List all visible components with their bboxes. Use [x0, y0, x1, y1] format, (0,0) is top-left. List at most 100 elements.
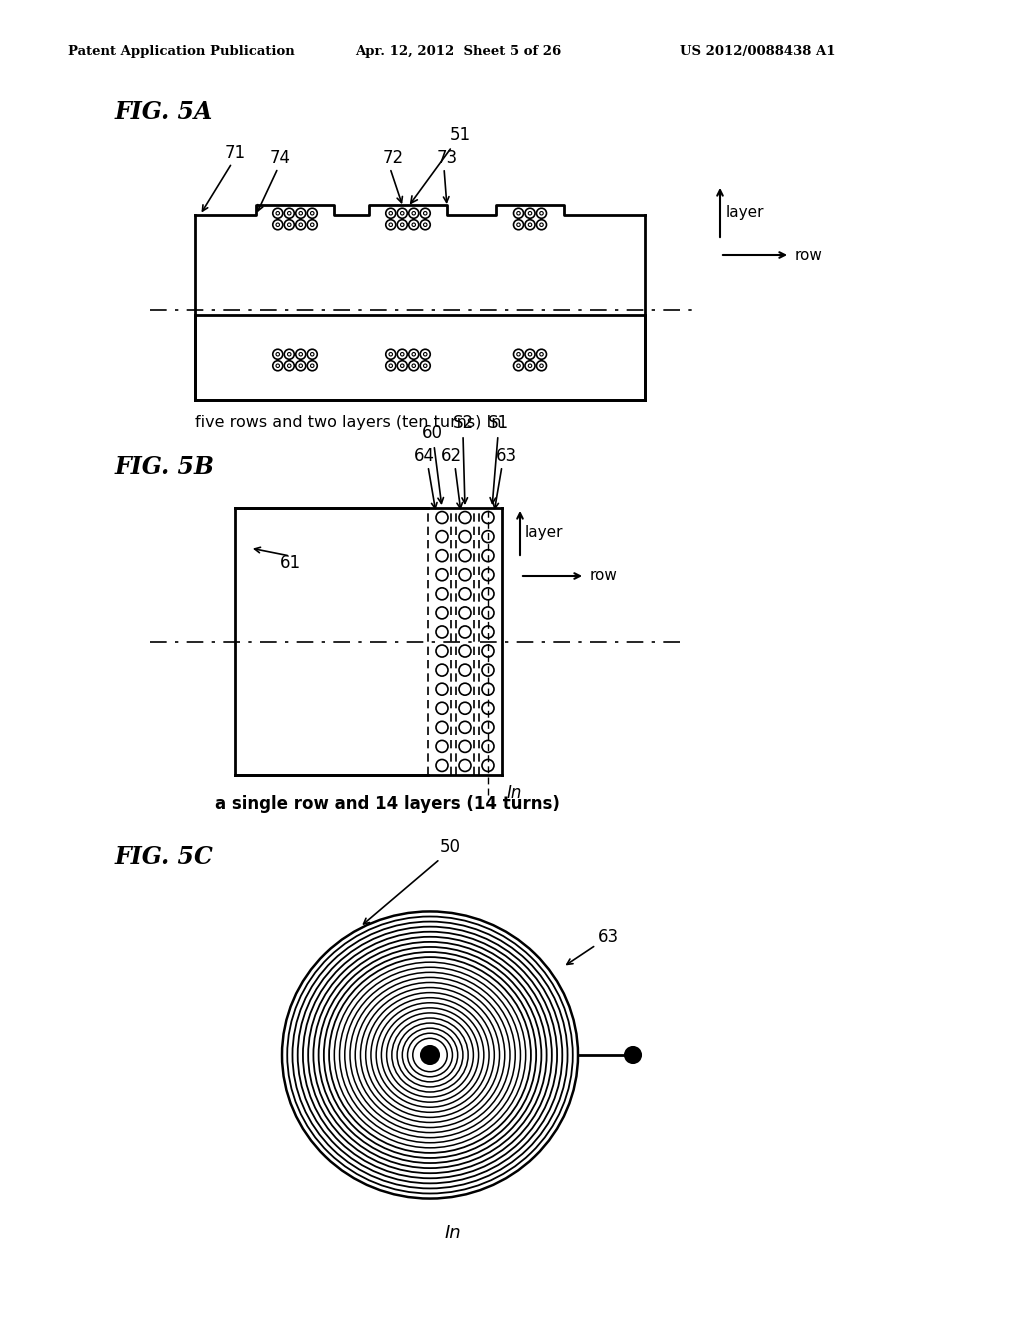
Circle shape [296, 350, 306, 359]
Text: 62: 62 [440, 447, 462, 465]
Circle shape [296, 219, 306, 230]
Circle shape [400, 223, 404, 227]
Circle shape [540, 223, 544, 227]
Circle shape [409, 209, 419, 218]
Circle shape [436, 531, 449, 543]
Circle shape [420, 350, 430, 359]
Circle shape [482, 702, 494, 714]
Circle shape [459, 721, 471, 734]
Circle shape [537, 219, 547, 230]
Circle shape [517, 211, 520, 215]
Text: Apr. 12, 2012  Sheet 5 of 26: Apr. 12, 2012 Sheet 5 of 26 [355, 45, 561, 58]
Circle shape [276, 211, 280, 215]
Circle shape [420, 209, 430, 218]
Circle shape [288, 211, 291, 215]
Circle shape [285, 219, 294, 230]
Circle shape [400, 211, 404, 215]
Text: S1: S1 [487, 414, 509, 432]
Circle shape [459, 626, 471, 638]
Circle shape [386, 360, 395, 371]
Circle shape [513, 219, 523, 230]
Circle shape [288, 364, 291, 367]
Circle shape [537, 360, 547, 371]
Circle shape [482, 512, 494, 524]
Circle shape [389, 352, 392, 356]
Circle shape [459, 549, 471, 562]
Text: a single row and 14 layers (14 turns): a single row and 14 layers (14 turns) [215, 795, 560, 813]
Circle shape [482, 531, 494, 543]
Text: row: row [590, 569, 617, 583]
Text: In: In [507, 784, 522, 803]
Circle shape [436, 721, 449, 734]
Circle shape [537, 209, 547, 218]
Circle shape [482, 759, 494, 771]
Circle shape [482, 607, 494, 619]
Circle shape [386, 219, 395, 230]
Circle shape [272, 360, 283, 371]
Text: In: In [445, 1224, 462, 1242]
Text: 72: 72 [383, 149, 404, 168]
Circle shape [420, 219, 430, 230]
Circle shape [299, 364, 302, 367]
Circle shape [459, 702, 471, 714]
Text: 60: 60 [422, 424, 442, 442]
Circle shape [272, 350, 283, 359]
Circle shape [389, 211, 392, 215]
Circle shape [400, 364, 404, 367]
Circle shape [285, 209, 294, 218]
Circle shape [482, 721, 494, 734]
Circle shape [459, 759, 471, 771]
Circle shape [528, 211, 531, 215]
Text: FIG. 5A: FIG. 5A [115, 100, 213, 124]
Circle shape [436, 702, 449, 714]
Circle shape [307, 219, 317, 230]
Circle shape [436, 626, 449, 638]
Circle shape [436, 741, 449, 752]
Circle shape [436, 549, 449, 562]
Circle shape [310, 223, 314, 227]
Text: 51: 51 [411, 125, 471, 203]
Circle shape [436, 569, 449, 581]
Circle shape [397, 209, 408, 218]
Circle shape [400, 352, 404, 356]
Circle shape [537, 350, 547, 359]
Circle shape [424, 223, 427, 227]
Circle shape [412, 223, 416, 227]
Circle shape [276, 364, 280, 367]
Circle shape [412, 364, 416, 367]
Text: 64: 64 [414, 447, 434, 465]
Circle shape [288, 223, 291, 227]
Text: 63: 63 [496, 447, 516, 465]
Circle shape [459, 645, 471, 657]
Circle shape [299, 211, 302, 215]
Circle shape [482, 684, 494, 696]
Circle shape [459, 569, 471, 581]
Circle shape [528, 223, 531, 227]
Circle shape [482, 645, 494, 657]
Circle shape [436, 759, 449, 771]
Circle shape [436, 664, 449, 676]
Text: US 2012/0088438 A1: US 2012/0088438 A1 [680, 45, 836, 58]
Circle shape [409, 350, 419, 359]
Circle shape [386, 209, 395, 218]
Circle shape [459, 664, 471, 676]
Circle shape [540, 352, 544, 356]
Text: 73: 73 [437, 149, 458, 168]
Circle shape [513, 350, 523, 359]
Circle shape [482, 664, 494, 676]
Circle shape [517, 352, 520, 356]
Circle shape [299, 352, 302, 356]
Circle shape [310, 364, 314, 367]
Circle shape [307, 209, 317, 218]
Circle shape [389, 223, 392, 227]
Text: 74: 74 [270, 149, 291, 168]
Circle shape [459, 741, 471, 752]
Text: 63: 63 [598, 928, 620, 946]
Circle shape [540, 211, 544, 215]
Text: layer: layer [525, 525, 563, 540]
Circle shape [525, 360, 535, 371]
Circle shape [296, 360, 306, 371]
Circle shape [307, 350, 317, 359]
Circle shape [386, 350, 395, 359]
Circle shape [310, 211, 314, 215]
